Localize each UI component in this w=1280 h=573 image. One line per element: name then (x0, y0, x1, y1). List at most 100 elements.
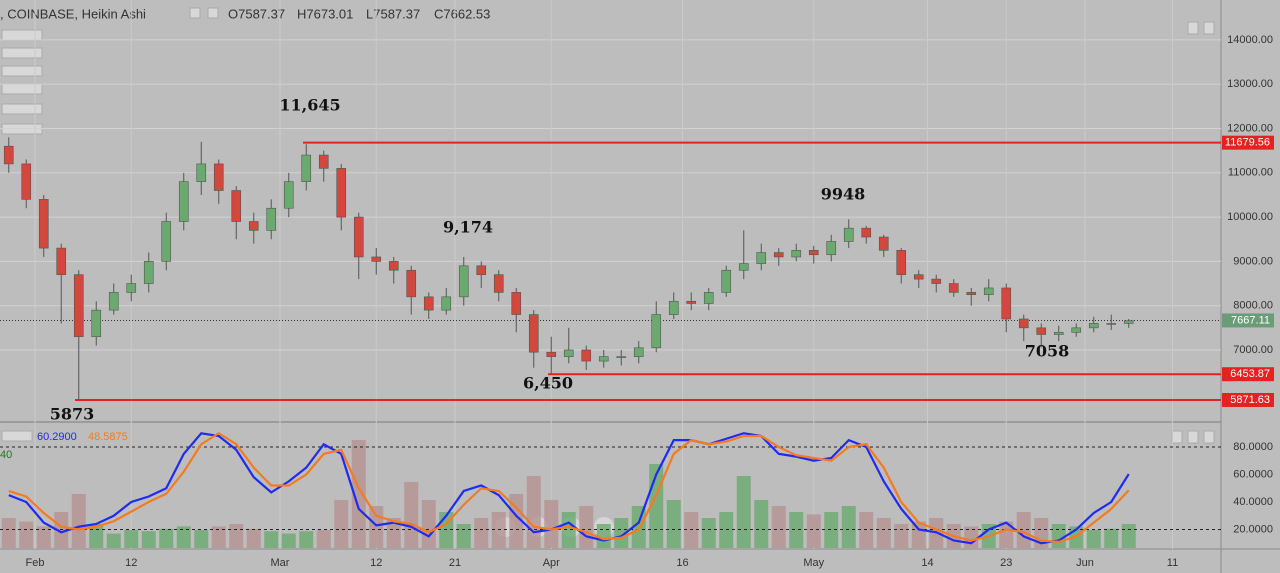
y-tick-label: 12000.00 (1227, 122, 1273, 134)
level-label-box (1222, 367, 1274, 382)
x-tick-label: 16 (676, 557, 688, 569)
y-tick-label: 80.0000 (1233, 441, 1273, 453)
volume-bar (19, 521, 34, 548)
volume-bar (351, 440, 366, 548)
volume-bar (894, 524, 909, 548)
icon[interactable] (1187, 430, 1199, 444)
volume-bar (876, 518, 891, 548)
candle-body (476, 265, 487, 275)
candle-body (108, 292, 119, 311)
candle-body (1018, 318, 1029, 329)
candle-body (843, 227, 854, 242)
icon[interactable] (189, 7, 201, 19)
candle-body (56, 247, 67, 275)
volume-bar (281, 533, 296, 548)
candle-body (668, 300, 679, 315)
icon[interactable] (1187, 21, 1199, 35)
candle-body (266, 207, 277, 231)
volume-bar (754, 500, 769, 548)
ohlc-low: L7587.37 (366, 6, 420, 21)
annotation: 9,174 (443, 218, 493, 237)
candle-body (651, 314, 662, 349)
icon[interactable] (1, 29, 43, 41)
level-label: 5871.63 (1230, 394, 1270, 406)
candle-body (861, 227, 872, 238)
candle-body (301, 154, 312, 182)
candle-body (546, 351, 557, 357)
volume-bar (806, 514, 821, 548)
x-tick-label: 14 (921, 557, 933, 569)
y-tick-label: 10000.00 (1227, 211, 1273, 223)
candle-body (493, 274, 504, 293)
volume-bar (386, 518, 401, 548)
candle-body (126, 283, 137, 293)
candle-body (633, 347, 644, 357)
x-tick-label: 12 (125, 557, 137, 569)
candle-body (686, 300, 697, 304)
annotation: 7058 (1025, 342, 1070, 361)
icon[interactable] (1, 103, 43, 115)
volume-bar (1, 518, 16, 548)
volume-bar (579, 506, 594, 548)
level-label-box (1222, 392, 1274, 407)
volume-bar (299, 531, 314, 548)
icon[interactable] (1203, 430, 1215, 444)
volume-bar (736, 476, 751, 548)
x-tick-label: Apr (543, 557, 560, 569)
candle-body (826, 241, 837, 256)
volume-bar (771, 506, 786, 548)
y-tick-label: 11000.00 (1228, 167, 1273, 179)
icon[interactable] (1, 83, 43, 95)
volume-bar (124, 530, 139, 548)
volume-bar (911, 521, 926, 548)
volume-bar (841, 506, 856, 548)
volume-bar (474, 518, 489, 548)
icon[interactable] (1203, 21, 1215, 35)
ohlc-open: O7587.37 (228, 6, 285, 21)
candle-body (231, 190, 242, 222)
x-tick-label: 12 (370, 557, 382, 569)
volume-bar (596, 524, 611, 548)
x-tick-label: Feb (26, 557, 45, 569)
candle-body (248, 221, 259, 231)
y-tick-label: 8000.00 (1233, 300, 1273, 312)
candle-body (511, 292, 522, 315)
icon[interactable] (1, 47, 43, 59)
icon[interactable] (1, 65, 43, 77)
candle-body (283, 181, 294, 209)
candle-body (1053, 331, 1064, 335)
volume-bar (369, 506, 384, 548)
candle-body (388, 261, 399, 271)
volume-bar (316, 530, 331, 548)
y-tick-label: 7000.00 (1233, 344, 1273, 356)
volume-bar (666, 500, 681, 548)
x-tick-label: Mar (271, 557, 290, 569)
volume-bar (421, 500, 436, 548)
candle-body (91, 309, 102, 338)
icon[interactable] (1171, 430, 1183, 444)
candle-body (73, 274, 84, 338)
candle-body (598, 356, 609, 362)
candle-body (196, 163, 207, 182)
icon[interactable] (1, 430, 33, 442)
candle-body (878, 236, 889, 251)
candle-body (1123, 320, 1134, 324)
candle-body (703, 292, 714, 304)
x-tick-label: 21 (449, 557, 461, 569)
volume-bar (824, 512, 839, 548)
candle-body (966, 292, 977, 295)
volume-bar (1104, 528, 1119, 548)
x-tick-label: May (803, 557, 824, 569)
ohlc-close: C7662.53 (434, 6, 490, 21)
icon[interactable] (1, 123, 43, 135)
icon[interactable] (207, 7, 219, 19)
candle-body (1071, 327, 1082, 333)
toolbar-icons[interactable] (1, 7, 1215, 444)
candle-body (21, 163, 32, 200)
y-tick-label: 9000.00 (1233, 255, 1273, 267)
candle-body (423, 296, 434, 311)
y-tick-label: 20.0000 (1233, 523, 1273, 535)
candle-body (441, 296, 452, 311)
